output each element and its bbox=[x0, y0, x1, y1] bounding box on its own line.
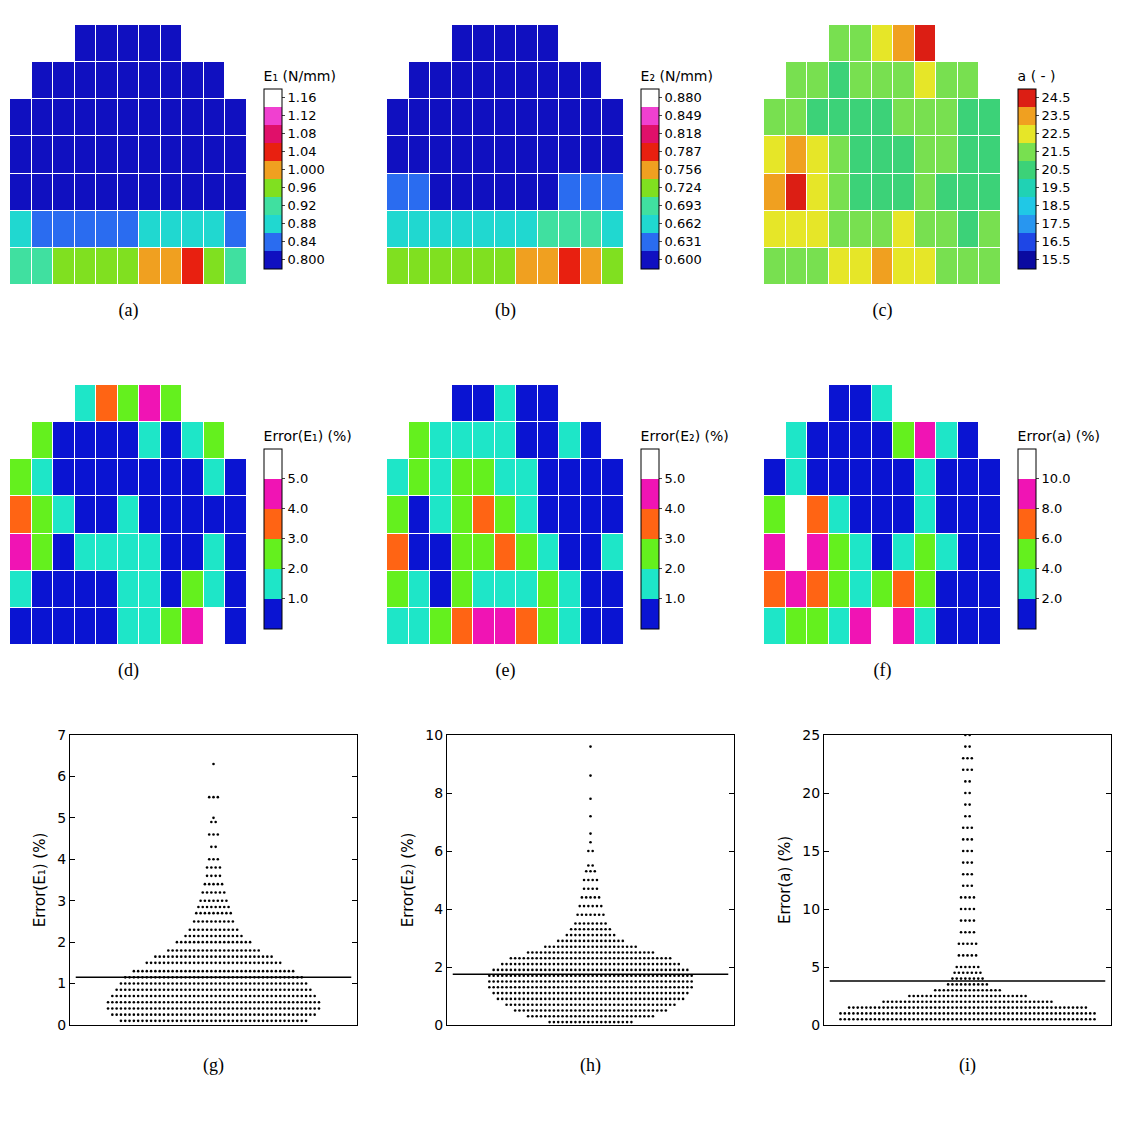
svg-text:6: 6 bbox=[434, 843, 443, 859]
html-text:(h): (h) bbox=[580, 1055, 601, 1075]
svg-text:Error(E₁) (%): Error(E₁) (%) bbox=[31, 833, 49, 927]
svg-text:10: 10 bbox=[802, 901, 820, 917]
svg-text:1: 1 bbox=[57, 975, 66, 991]
svg-text:20: 20 bbox=[802, 785, 820, 801]
svg-text:5.0: 5.0 bbox=[665, 471, 686, 486]
svg-text:4.0: 4.0 bbox=[288, 501, 309, 516]
html-text:(b): (b) bbox=[495, 300, 516, 320]
svg-text:18.5: 18.5 bbox=[1042, 198, 1071, 213]
svg-text:Error(E₂) (%): Error(E₂) (%) bbox=[641, 428, 729, 444]
svg-text:3.0: 3.0 bbox=[288, 531, 309, 546]
svg-text:0.96: 0.96 bbox=[288, 180, 317, 195]
svg-text:0.787: 0.787 bbox=[665, 144, 702, 159]
svg-text:3.0: 3.0 bbox=[665, 531, 686, 546]
svg-text:6: 6 bbox=[57, 768, 66, 784]
svg-text:1.000: 1.000 bbox=[288, 162, 325, 177]
svg-text:23.5: 23.5 bbox=[1042, 108, 1071, 123]
html-text:(d): (d) bbox=[118, 660, 139, 680]
svg-text:8: 8 bbox=[434, 785, 443, 801]
svg-text:2.0: 2.0 bbox=[665, 561, 686, 576]
svg-text:15: 15 bbox=[802, 843, 820, 859]
svg-text:20.5: 20.5 bbox=[1042, 162, 1071, 177]
svg-text:3: 3 bbox=[57, 893, 66, 909]
svg-text:E₁ (N/mm): E₁ (N/mm) bbox=[264, 68, 336, 84]
svg-text:0.600: 0.600 bbox=[665, 252, 702, 267]
svg-text:2.0: 2.0 bbox=[288, 561, 309, 576]
svg-text:2: 2 bbox=[57, 934, 66, 950]
svg-text:0.84: 0.84 bbox=[288, 234, 317, 249]
html-text:(c): (c) bbox=[872, 300, 893, 320]
svg-text:0.880: 0.880 bbox=[665, 90, 702, 105]
svg-text:Error(E₁) (%): Error(E₁) (%) bbox=[264, 428, 352, 444]
svg-text:4: 4 bbox=[57, 851, 66, 867]
html-text:(g): (g) bbox=[203, 1055, 224, 1075]
svg-text:Error(a) (%): Error(a) (%) bbox=[1018, 428, 1100, 444]
svg-text:4.0: 4.0 bbox=[665, 501, 686, 516]
svg-text:0.818: 0.818 bbox=[665, 126, 702, 141]
svg-text:2.0: 2.0 bbox=[1042, 591, 1063, 606]
svg-text:Error(E₂) (%): Error(E₂) (%) bbox=[399, 833, 417, 927]
svg-text:1.0: 1.0 bbox=[665, 591, 686, 606]
svg-text:5: 5 bbox=[57, 810, 66, 826]
svg-text:21.5: 21.5 bbox=[1042, 144, 1071, 159]
html-text:(i): (i) bbox=[959, 1055, 976, 1075]
html-text:(e): (e) bbox=[495, 660, 516, 680]
svg-text:0.662: 0.662 bbox=[665, 216, 702, 231]
svg-text:10.0: 10.0 bbox=[1042, 471, 1071, 486]
svg-text:E₂ (N/mm): E₂ (N/mm) bbox=[641, 68, 713, 84]
svg-text:Error(a) (%): Error(a) (%) bbox=[776, 836, 794, 924]
svg-text:24.5: 24.5 bbox=[1042, 90, 1071, 105]
svg-text:17.5: 17.5 bbox=[1042, 216, 1071, 231]
svg-text:4: 4 bbox=[434, 901, 443, 917]
svg-text:4.0: 4.0 bbox=[1042, 561, 1063, 576]
svg-text:15.5: 15.5 bbox=[1042, 252, 1071, 267]
svg-text:0: 0 bbox=[434, 1017, 443, 1033]
svg-text:0.92: 0.92 bbox=[288, 198, 317, 213]
svg-text:8.0: 8.0 bbox=[1042, 501, 1063, 516]
svg-text:19.5: 19.5 bbox=[1042, 180, 1071, 195]
svg-text:10: 10 bbox=[425, 727, 443, 743]
svg-text:22.5: 22.5 bbox=[1042, 126, 1071, 141]
svg-text:0.693: 0.693 bbox=[665, 198, 702, 213]
svg-text:1.08: 1.08 bbox=[288, 126, 317, 141]
svg-text:5.0: 5.0 bbox=[288, 471, 309, 486]
svg-text:1.04: 1.04 bbox=[288, 144, 317, 159]
svg-text:0.724: 0.724 bbox=[665, 180, 702, 195]
svg-text:0: 0 bbox=[811, 1017, 820, 1033]
svg-text:0.88: 0.88 bbox=[288, 216, 317, 231]
svg-text:7: 7 bbox=[57, 727, 66, 743]
html-text:(a): (a) bbox=[118, 300, 139, 320]
svg-text:25: 25 bbox=[802, 727, 820, 743]
svg-text:0: 0 bbox=[57, 1017, 66, 1033]
svg-text:5: 5 bbox=[811, 959, 820, 975]
svg-text:2: 2 bbox=[434, 959, 443, 975]
html-text:(f): (f) bbox=[873, 660, 892, 680]
svg-text:0.849: 0.849 bbox=[665, 108, 702, 123]
svg-text:1.0: 1.0 bbox=[288, 591, 309, 606]
svg-text:6.0: 6.0 bbox=[1042, 531, 1063, 546]
svg-text:0.756: 0.756 bbox=[665, 162, 702, 177]
svg-text:1.12: 1.12 bbox=[288, 108, 317, 123]
svg-text:a ( - ): a ( - ) bbox=[1018, 68, 1056, 84]
svg-text:0.800: 0.800 bbox=[288, 252, 325, 267]
svg-text:0.631: 0.631 bbox=[665, 234, 702, 249]
svg-text:16.5: 16.5 bbox=[1042, 234, 1071, 249]
svg-text:1.16: 1.16 bbox=[288, 90, 317, 105]
